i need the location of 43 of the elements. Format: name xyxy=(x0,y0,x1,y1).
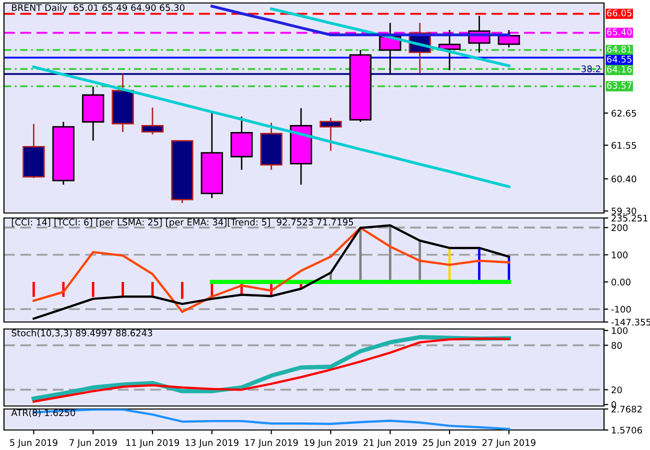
y-tick-label: 62.65 xyxy=(612,110,636,117)
ref-line-label: 63.57 xyxy=(607,82,632,89)
x-tick-label: 11 Jun 2019 xyxy=(126,439,180,448)
ref-line-label: 64.81 xyxy=(607,46,632,53)
chart-title: Stoch(10,3,3) 89.4997 88.6243 xyxy=(12,329,152,338)
chart-title: BRENT Daily 65.01 65.49 64.90 65.30 xyxy=(12,4,184,13)
y-tick-label: 100 xyxy=(612,251,628,258)
bar xyxy=(388,225,392,282)
chart-title: [CCI: 14] [TCCI: 6] [per LSMA: 25] [per EMA: 34][Trend: 5] 92.7523 71.7195 xyxy=(12,218,354,228)
bar xyxy=(122,282,124,297)
ref-line-label: 64.16 xyxy=(607,66,632,73)
bar xyxy=(181,282,184,299)
x-tick-label: 21 Jun 2019 xyxy=(364,439,417,448)
x-tick-label: 25 Jun 2019 xyxy=(423,439,476,448)
ref-line-label: 64.55 xyxy=(607,56,632,63)
annotation: 38.2 xyxy=(582,65,600,72)
y-tick-label: 235.251 xyxy=(612,214,648,222)
y-tick-label: -100 xyxy=(611,306,631,313)
y-tick-label: 0.00 xyxy=(612,278,630,286)
ref-line-label: 65.40 xyxy=(607,28,632,36)
y-tick-label: 100 xyxy=(612,327,628,334)
y-tick-label: 60.40 xyxy=(612,176,636,182)
x-tick-label: 13 Jun 2019 xyxy=(186,439,238,448)
y-tick-label: 61.55 xyxy=(612,142,636,149)
y-tick-label: 20 xyxy=(612,386,622,394)
x-tick-label: 19 Jun 2019 xyxy=(304,439,358,448)
candlestick xyxy=(141,106,164,136)
line-series xyxy=(32,66,510,188)
y-tick-label: 1.5706 xyxy=(612,426,642,434)
x-tick-label: 7 Jun 2019 xyxy=(70,439,117,448)
y-tick-label: 200 xyxy=(612,224,628,232)
bar xyxy=(32,282,35,297)
x-tick-label: 5 Jun 2019 xyxy=(10,439,58,448)
y-tick-label: 80 xyxy=(612,342,622,349)
line-series xyxy=(270,7,510,68)
x-tick-label: 17 Jun 2019 xyxy=(245,439,298,448)
candlestick xyxy=(230,116,253,170)
bar xyxy=(359,228,362,282)
y-tick-label: 59.30 xyxy=(612,208,636,215)
bar xyxy=(92,282,94,297)
candlestick xyxy=(320,117,342,152)
x-tick-label: 27 Jun 2019 xyxy=(482,439,536,448)
ref-line-label: 66.05 xyxy=(607,10,632,16)
